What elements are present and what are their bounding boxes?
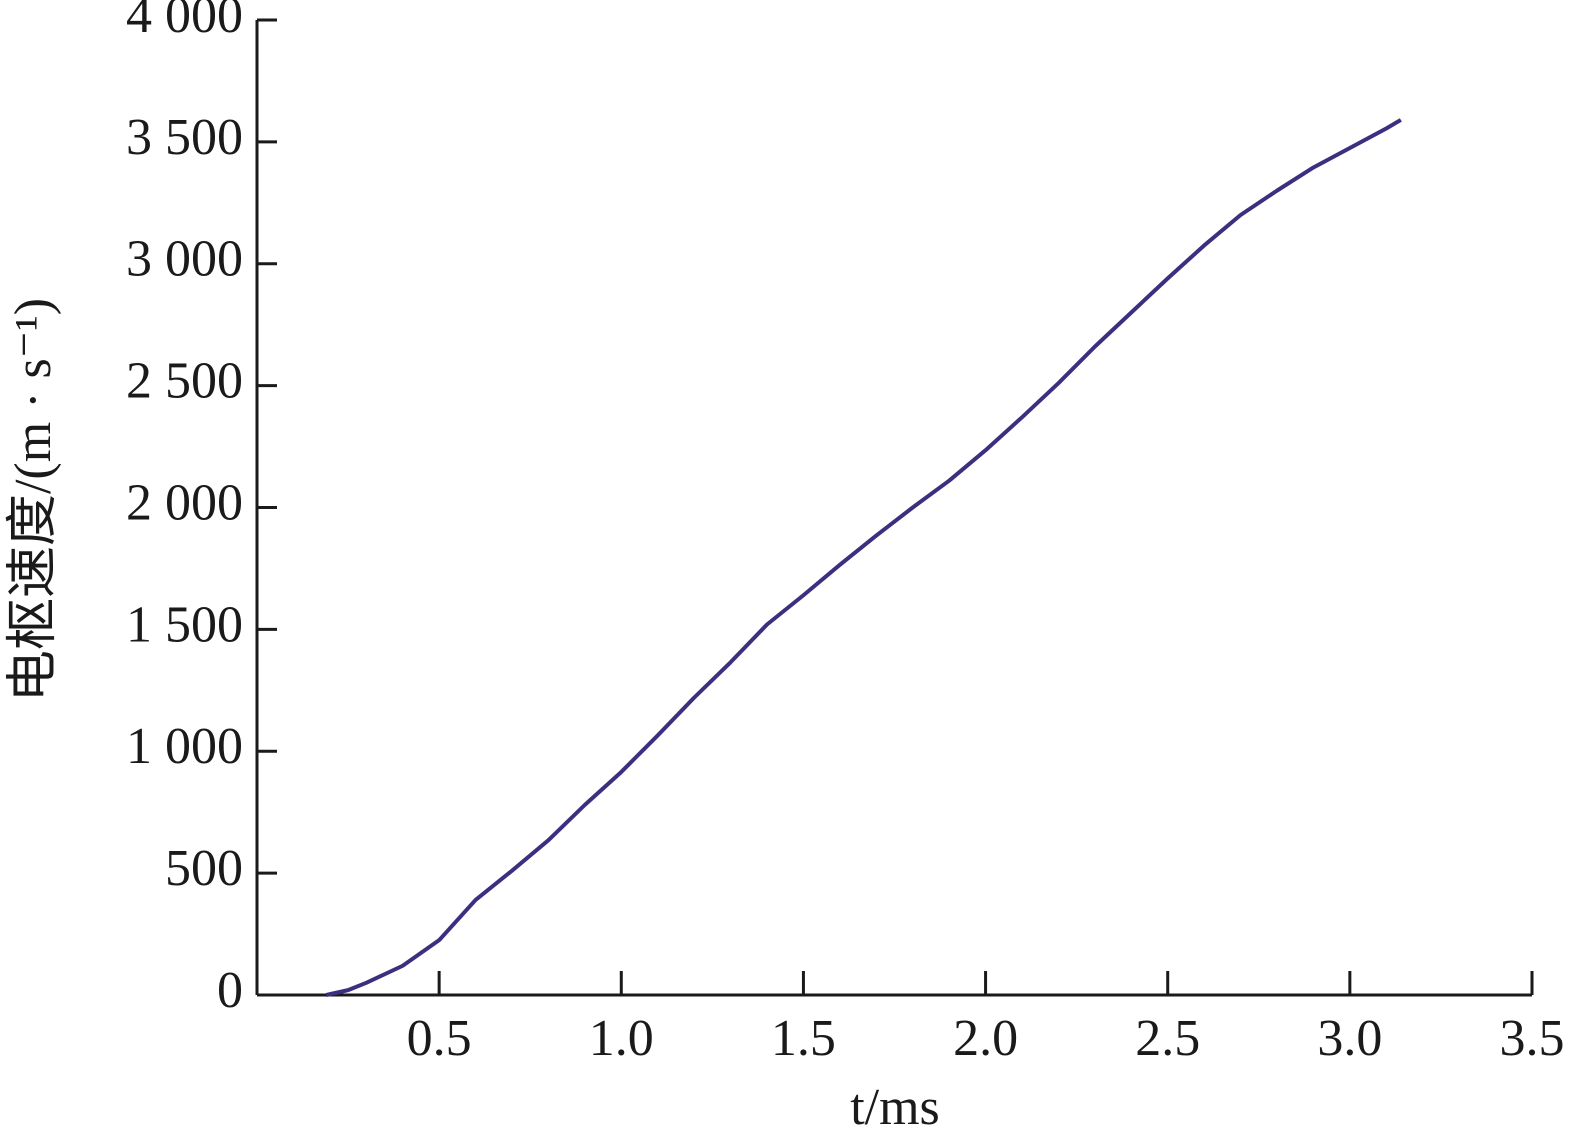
x-tick-label: 2.0: [953, 1010, 1018, 1067]
y-tick-label: 4 000: [126, 0, 243, 44]
y-tick-label: 3 000: [126, 231, 243, 288]
x-tick-label: 1.0: [589, 1010, 654, 1067]
y-tick-label: 1 500: [126, 596, 243, 653]
x-tick-label: 2.5: [1135, 1010, 1200, 1067]
y-axis-label: 电枢速度/(m · s⁻¹): [5, 298, 62, 702]
x-tick-label: 1.5: [771, 1010, 836, 1067]
y-tick-label: 2 000: [126, 474, 243, 531]
x-tick-label: 3.0: [1317, 1010, 1382, 1067]
data-line: [325, 118, 1402, 997]
x-tick-label: 3.5: [1500, 1010, 1565, 1067]
y-tick-label: 3 500: [126, 109, 243, 166]
x-axis-label: t/ms: [850, 1079, 940, 1136]
y-tick-label: 500: [165, 840, 243, 897]
y-tick-label: 0: [217, 962, 243, 1019]
y-tick-label: 1 000: [126, 718, 243, 775]
y-tick-label: 2 500: [126, 353, 243, 410]
x-tick-label: 0.5: [407, 1010, 472, 1067]
